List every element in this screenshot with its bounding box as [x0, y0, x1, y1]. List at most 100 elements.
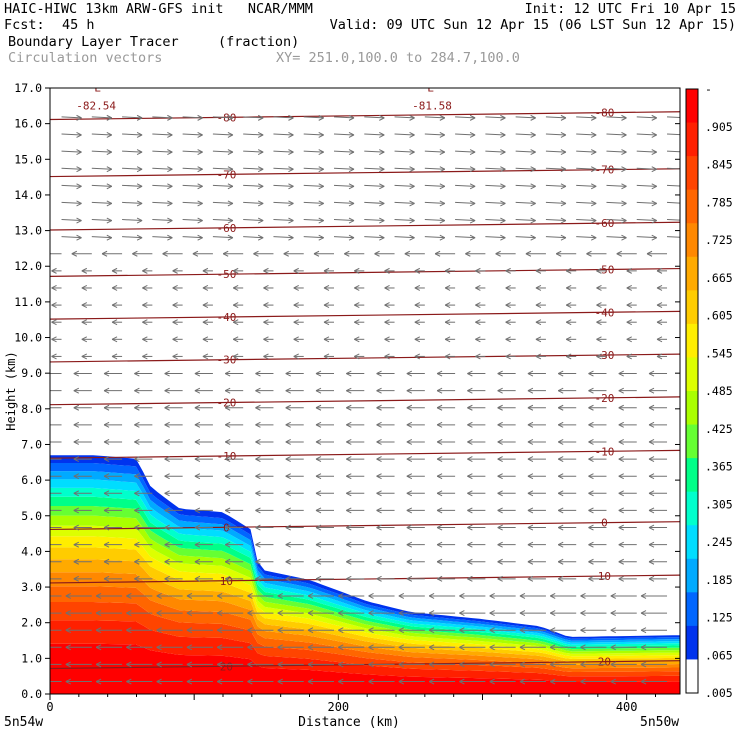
wind-vector-head	[656, 285, 663, 291]
wind-vector-head	[164, 490, 170, 497]
wind-vector	[364, 116, 385, 119]
wind-vector-head	[106, 217, 113, 224]
wind-vector-head	[500, 217, 506, 224]
wind-vector-head	[500, 234, 506, 241]
wind-vector	[91, 150, 112, 153]
wind-vector-head	[535, 285, 542, 291]
wind-vector-head	[497, 421, 503, 428]
wind-vector-head	[224, 456, 231, 463]
isotherm-label: -50	[216, 268, 236, 281]
wind-vector-head	[73, 524, 80, 531]
wind-vector-head	[194, 507, 201, 514]
wind-vector-head	[618, 421, 624, 428]
wind-vector	[152, 236, 173, 239]
wind-vector-head	[111, 267, 118, 274]
wind-vector	[182, 150, 203, 153]
wind-vector-head	[626, 302, 632, 309]
wind-vector	[485, 167, 506, 170]
wind-vector-head	[409, 234, 415, 241]
wind-vector	[212, 219, 233, 222]
wind-vector-head	[651, 234, 657, 241]
wind-vector	[636, 184, 657, 187]
wind-vector-head	[376, 404, 382, 411]
wind-vector-head	[469, 183, 476, 190]
wind-vector	[61, 201, 82, 204]
wind-vector-head	[227, 132, 234, 138]
wind-vector-head	[565, 353, 572, 360]
wind-vector-head	[44, 542, 49, 547]
wind-vector-head	[224, 387, 231, 394]
wind-vector	[212, 116, 233, 119]
wind-vector-head	[530, 217, 536, 224]
wind-vector-head	[557, 507, 564, 514]
wind-vector-head	[398, 661, 405, 668]
wind-vector-head	[103, 456, 110, 463]
wind-vector-head	[618, 439, 624, 445]
wind-vector-head	[406, 370, 413, 377]
wind-vector-head	[549, 644, 556, 651]
wind-vector-head	[379, 183, 385, 190]
wind-vector	[455, 236, 476, 239]
wind-vector-head	[136, 114, 143, 121]
wind-vector-head	[318, 132, 324, 138]
wind-vector-head	[255, 524, 261, 531]
wind-vector-head	[618, 524, 624, 531]
wind-vector-head	[348, 183, 355, 190]
wind-vector-head	[436, 507, 443, 514]
wind-vector-head	[95, 644, 102, 651]
wind-vector-head	[436, 558, 443, 565]
wind-vector	[576, 201, 597, 204]
wind-vector-head	[527, 404, 534, 411]
isotherm-label: -50	[594, 264, 614, 277]
wind-vector-head	[535, 336, 542, 343]
wind-vector-head	[610, 661, 616, 668]
wind-vector-head	[285, 541, 291, 548]
wind-vector-head	[588, 473, 594, 480]
wind-vector-head	[414, 267, 421, 274]
wind-vector-head	[44, 388, 49, 393]
wind-vector-head	[167, 234, 173, 241]
wind-vector-head	[232, 285, 239, 291]
wind-vector-head	[648, 524, 655, 531]
wind-vector-head	[164, 507, 170, 514]
init-time: Init: 12 UTC Fri 10 Apr 15	[524, 1, 736, 17]
wind-vector-head	[134, 541, 140, 548]
wind-vector	[122, 167, 143, 170]
wind-vector-head	[172, 353, 178, 360]
wind-vector-head	[315, 456, 322, 463]
wind-vector-head	[469, 132, 476, 138]
wind-vector-head	[459, 678, 465, 685]
wind-vector-head	[36, 645, 41, 650]
wind-vector-head	[224, 558, 231, 565]
wind-vector-head	[436, 541, 443, 548]
wind-vector-head	[194, 387, 201, 394]
wind-vector-head	[142, 319, 148, 326]
wind-vector-head	[257, 217, 264, 224]
isotherm-label: -20	[216, 397, 236, 410]
wind-vector-head	[497, 558, 503, 565]
wind-vector	[273, 133, 294, 136]
wind-vector-head	[406, 473, 413, 480]
wind-vector-head	[519, 593, 526, 599]
wind-vector-head	[557, 387, 564, 394]
wind-vector-head	[95, 627, 102, 634]
wind-vector-head	[348, 149, 355, 156]
wind-vector-head	[557, 421, 564, 428]
tracer-fill-layer	[50, 455, 680, 694]
wind-vector-head	[76, 183, 82, 190]
wind-vector-head	[588, 456, 594, 463]
wind-vector-head	[505, 319, 511, 326]
colorbar-swatch	[686, 156, 698, 191]
wind-vector-head	[489, 678, 495, 685]
wind-vector-head	[527, 370, 534, 377]
wind-vector-head	[527, 387, 534, 394]
wind-vector-head	[156, 661, 162, 668]
wind-vector-head	[500, 166, 506, 173]
wind-vector-head	[323, 353, 330, 360]
x-tick-label: 200	[327, 700, 349, 714]
wind-vector-head	[73, 507, 80, 514]
wind-vector-head	[51, 319, 57, 326]
wind-vector-head	[618, 558, 624, 565]
wind-vector-head	[44, 422, 49, 427]
wind-vector-head	[164, 558, 170, 565]
